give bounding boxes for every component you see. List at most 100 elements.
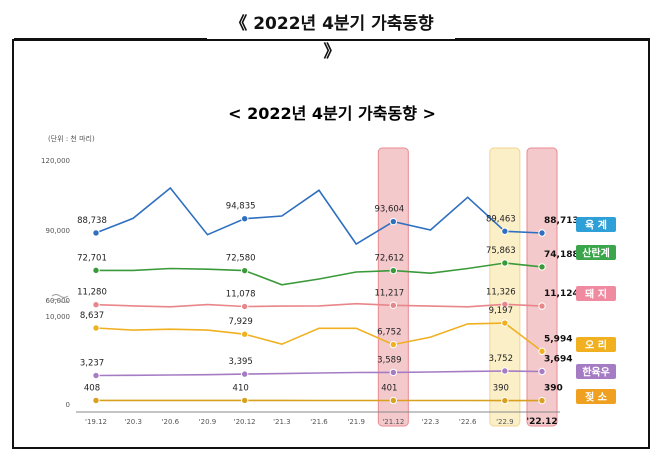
- series-line-산란계: [96, 262, 543, 286]
- data-label-한육우: 3,395: [228, 357, 252, 367]
- axis-break-mark: [51, 294, 69, 303]
- data-point-육계: [538, 229, 546, 237]
- page-title-continued: 》: [323, 42, 341, 62]
- data-label-젖소: 401: [381, 383, 397, 393]
- data-label-육계: 88,713: [544, 216, 579, 226]
- y-tick-label: 10,000: [46, 313, 71, 321]
- x-tick-label: '22.9: [496, 418, 514, 426]
- data-point-오리: [92, 324, 100, 332]
- data-label-육계: 89,463: [486, 214, 516, 224]
- legend-label: 육 계: [585, 219, 607, 232]
- data-point-산란계: [92, 266, 100, 275]
- legend-swatch: [576, 286, 616, 301]
- data-point-오리: [501, 319, 509, 327]
- data-point-한육우: [240, 370, 249, 378]
- data-label-오리: 6,752: [377, 328, 401, 338]
- data-label-육계: 94,835: [226, 202, 256, 212]
- data-point-산란계: [389, 266, 398, 275]
- data-point-젖소: [538, 396, 546, 405]
- x-tick-label: '21.12: [382, 418, 404, 426]
- series-line-육계: [95, 186, 543, 246]
- series-line-오리: [95, 322, 543, 352]
- series-line-돼지: [95, 302, 543, 308]
- legend-swatch: [576, 337, 616, 352]
- highlight-column-'22.9: [489, 147, 521, 427]
- data-point-한육우: [501, 367, 509, 375]
- data-label-한육우: 3,752: [489, 354, 513, 364]
- data-point-젖소: [501, 396, 509, 405]
- legend-label: 산란계: [582, 247, 610, 260]
- data-point-한육우: [389, 368, 398, 377]
- data-label-산란계: 72,701: [77, 253, 107, 263]
- data-label-젖소: 410: [233, 383, 249, 393]
- x-tick-label: '20.12: [234, 418, 256, 426]
- data-point-한육우: [538, 367, 546, 376]
- data-label-오리: 9,197: [489, 306, 513, 316]
- data-label-돼지: 11,078: [226, 290, 256, 300]
- data-point-육계: [92, 229, 100, 237]
- data-label-한육우: 3,237: [80, 359, 104, 369]
- data-label-산란계: 72,612: [374, 254, 404, 264]
- unit-label: (단위 : 천 마리): [48, 134, 95, 143]
- legend-swatch: [576, 245, 616, 260]
- data-point-돼지: [538, 302, 546, 310]
- data-label-젖소: 408: [84, 383, 100, 393]
- data-point-산란계: [501, 259, 509, 267]
- data-point-오리: [538, 347, 546, 355]
- data-label-육계: 93,604: [374, 205, 404, 215]
- data-label-돼지: 11,326: [486, 287, 516, 297]
- x-tick-label: '19.12: [85, 418, 107, 426]
- highlight-column-'21.12: [377, 147, 409, 427]
- data-point-한육우: [92, 371, 100, 380]
- data-label-젖소: 390: [544, 384, 563, 394]
- page-title: 《 2022년 4분기 가축동향: [230, 14, 434, 34]
- legend-label: 한육우: [582, 367, 610, 379]
- x-tick-label: '21.6: [310, 418, 328, 426]
- data-label-산란계: 72,580: [226, 254, 256, 264]
- data-label-돼지: 11,217: [374, 288, 404, 298]
- data-point-젖소: [240, 396, 249, 405]
- x-tick-label: '22.12: [526, 417, 557, 427]
- legend-label: 오 리: [585, 339, 607, 352]
- legend-swatch: [576, 217, 616, 232]
- x-tick-label: '22.6: [459, 418, 477, 426]
- data-point-육계: [389, 217, 398, 226]
- data-label-육계: 88,738: [77, 216, 107, 226]
- highlight-column-'22.12: [526, 147, 558, 427]
- x-tick-label: '22.3: [422, 418, 440, 426]
- data-point-산란계: [538, 263, 546, 271]
- data-point-산란계: [240, 266, 249, 275]
- data-point-젖소: [92, 396, 100, 405]
- data-label-오리: 7,929: [228, 317, 252, 327]
- data-label-산란계: 75,863: [486, 246, 516, 256]
- y-tick-label: 60,000: [46, 297, 71, 305]
- y-tick-label: 90,000: [46, 227, 71, 235]
- y-tick-label: 120,000: [41, 157, 70, 165]
- data-label-오리: 8,637: [80, 311, 104, 321]
- data-point-육계: [240, 215, 249, 223]
- data-label-오리: 5,994: [544, 334, 572, 344]
- data-point-육계: [501, 227, 509, 235]
- data-label-한육우: 3,589: [377, 355, 401, 365]
- data-point-돼지: [501, 300, 509, 309]
- data-label-한육우: 3,694: [544, 354, 572, 364]
- y-tick-label: 0: [66, 401, 70, 409]
- chart-title: < 2022년 4분기 가축동향 >: [228, 104, 436, 123]
- data-point-돼지: [389, 301, 398, 309]
- data-point-돼지: [92, 301, 100, 309]
- legend-label: 돼 지: [585, 288, 607, 301]
- legend-label: 젖 소: [585, 392, 607, 404]
- data-label-돼지: 11,124: [544, 289, 579, 299]
- x-tick-label: '20.6: [162, 418, 180, 426]
- legend-swatch: [576, 364, 616, 379]
- data-label-돼지: 11,280: [77, 288, 107, 298]
- data-point-오리: [389, 340, 398, 349]
- x-tick-label: '20.3: [124, 418, 142, 426]
- data-point-돼지: [240, 302, 249, 311]
- x-tick-label: '21.9: [347, 418, 365, 426]
- data-label-젖소: 390: [493, 384, 509, 394]
- legend-swatch: [576, 389, 616, 404]
- x-tick-label: '21.3: [273, 418, 291, 426]
- x-tick-label: '20.9: [199, 418, 217, 426]
